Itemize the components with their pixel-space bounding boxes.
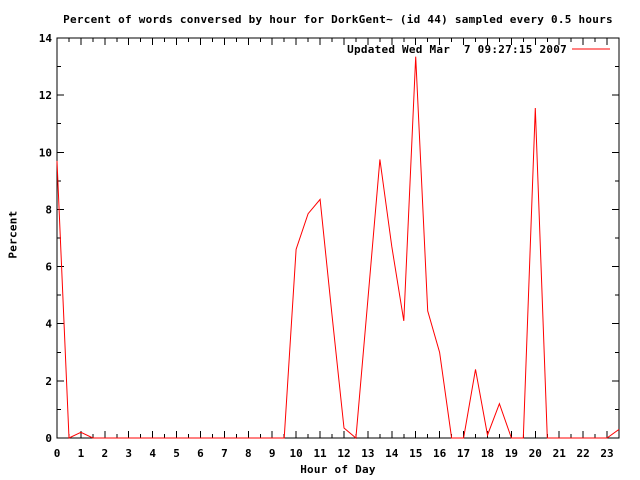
x-tick-label: 20 <box>529 447 542 460</box>
y-tick-label: 6 <box>45 261 52 274</box>
x-tick-label: 2 <box>102 447 109 460</box>
data-line <box>56 56 620 440</box>
x-tick-label: 11 <box>313 447 327 460</box>
x-tick-label: 0 <box>54 447 61 460</box>
chart-title: Percent of words conversed by hour for D… <box>63 13 613 26</box>
x-tick-label: 22 <box>577 447 590 460</box>
y-tick-label: 0 <box>45 432 52 445</box>
x-tick-label: 19 <box>505 447 518 460</box>
x-tick-label: 16 <box>433 447 447 460</box>
x-axis-title: Hour of Day <box>300 463 376 476</box>
plot-border <box>56 37 620 439</box>
x-tick-label: 5 <box>173 447 180 460</box>
legend-label: Updated Wed Mar 7 09:27:15 2007 <box>347 43 567 56</box>
x-tick-label: 7 <box>221 447 228 460</box>
y-tick-label: 12 <box>39 89 52 102</box>
x-tick-label: 12 <box>337 447 350 460</box>
y-tick-label: 8 <box>45 203 52 216</box>
x-tick-label: 4 <box>149 447 156 460</box>
x-tick-label: 14 <box>385 447 399 460</box>
x-tick-label: 8 <box>245 447 252 460</box>
x-tick-label: 23 <box>600 447 613 460</box>
y-tick-label: 4 <box>45 318 52 331</box>
x-tick-label: 21 <box>553 447 567 460</box>
x-tick-label: 15 <box>409 447 422 460</box>
x-tick-label: 9 <box>269 447 276 460</box>
y-tick-label: 2 <box>45 375 52 388</box>
y-axis-title: Percent <box>6 210 20 259</box>
x-tick-label: 10 <box>290 447 303 460</box>
x-tick-label: 13 <box>361 447 374 460</box>
y-tick-label: 10 <box>39 146 52 159</box>
x-tick-label: 6 <box>197 447 204 460</box>
y-tick-label: 14 <box>39 32 53 45</box>
x-tick-label: 17 <box>457 447 470 460</box>
x-tick-label: 1 <box>78 447 85 460</box>
x-tick-label: 18 <box>481 447 494 460</box>
x-tick-label: 3 <box>125 447 132 460</box>
